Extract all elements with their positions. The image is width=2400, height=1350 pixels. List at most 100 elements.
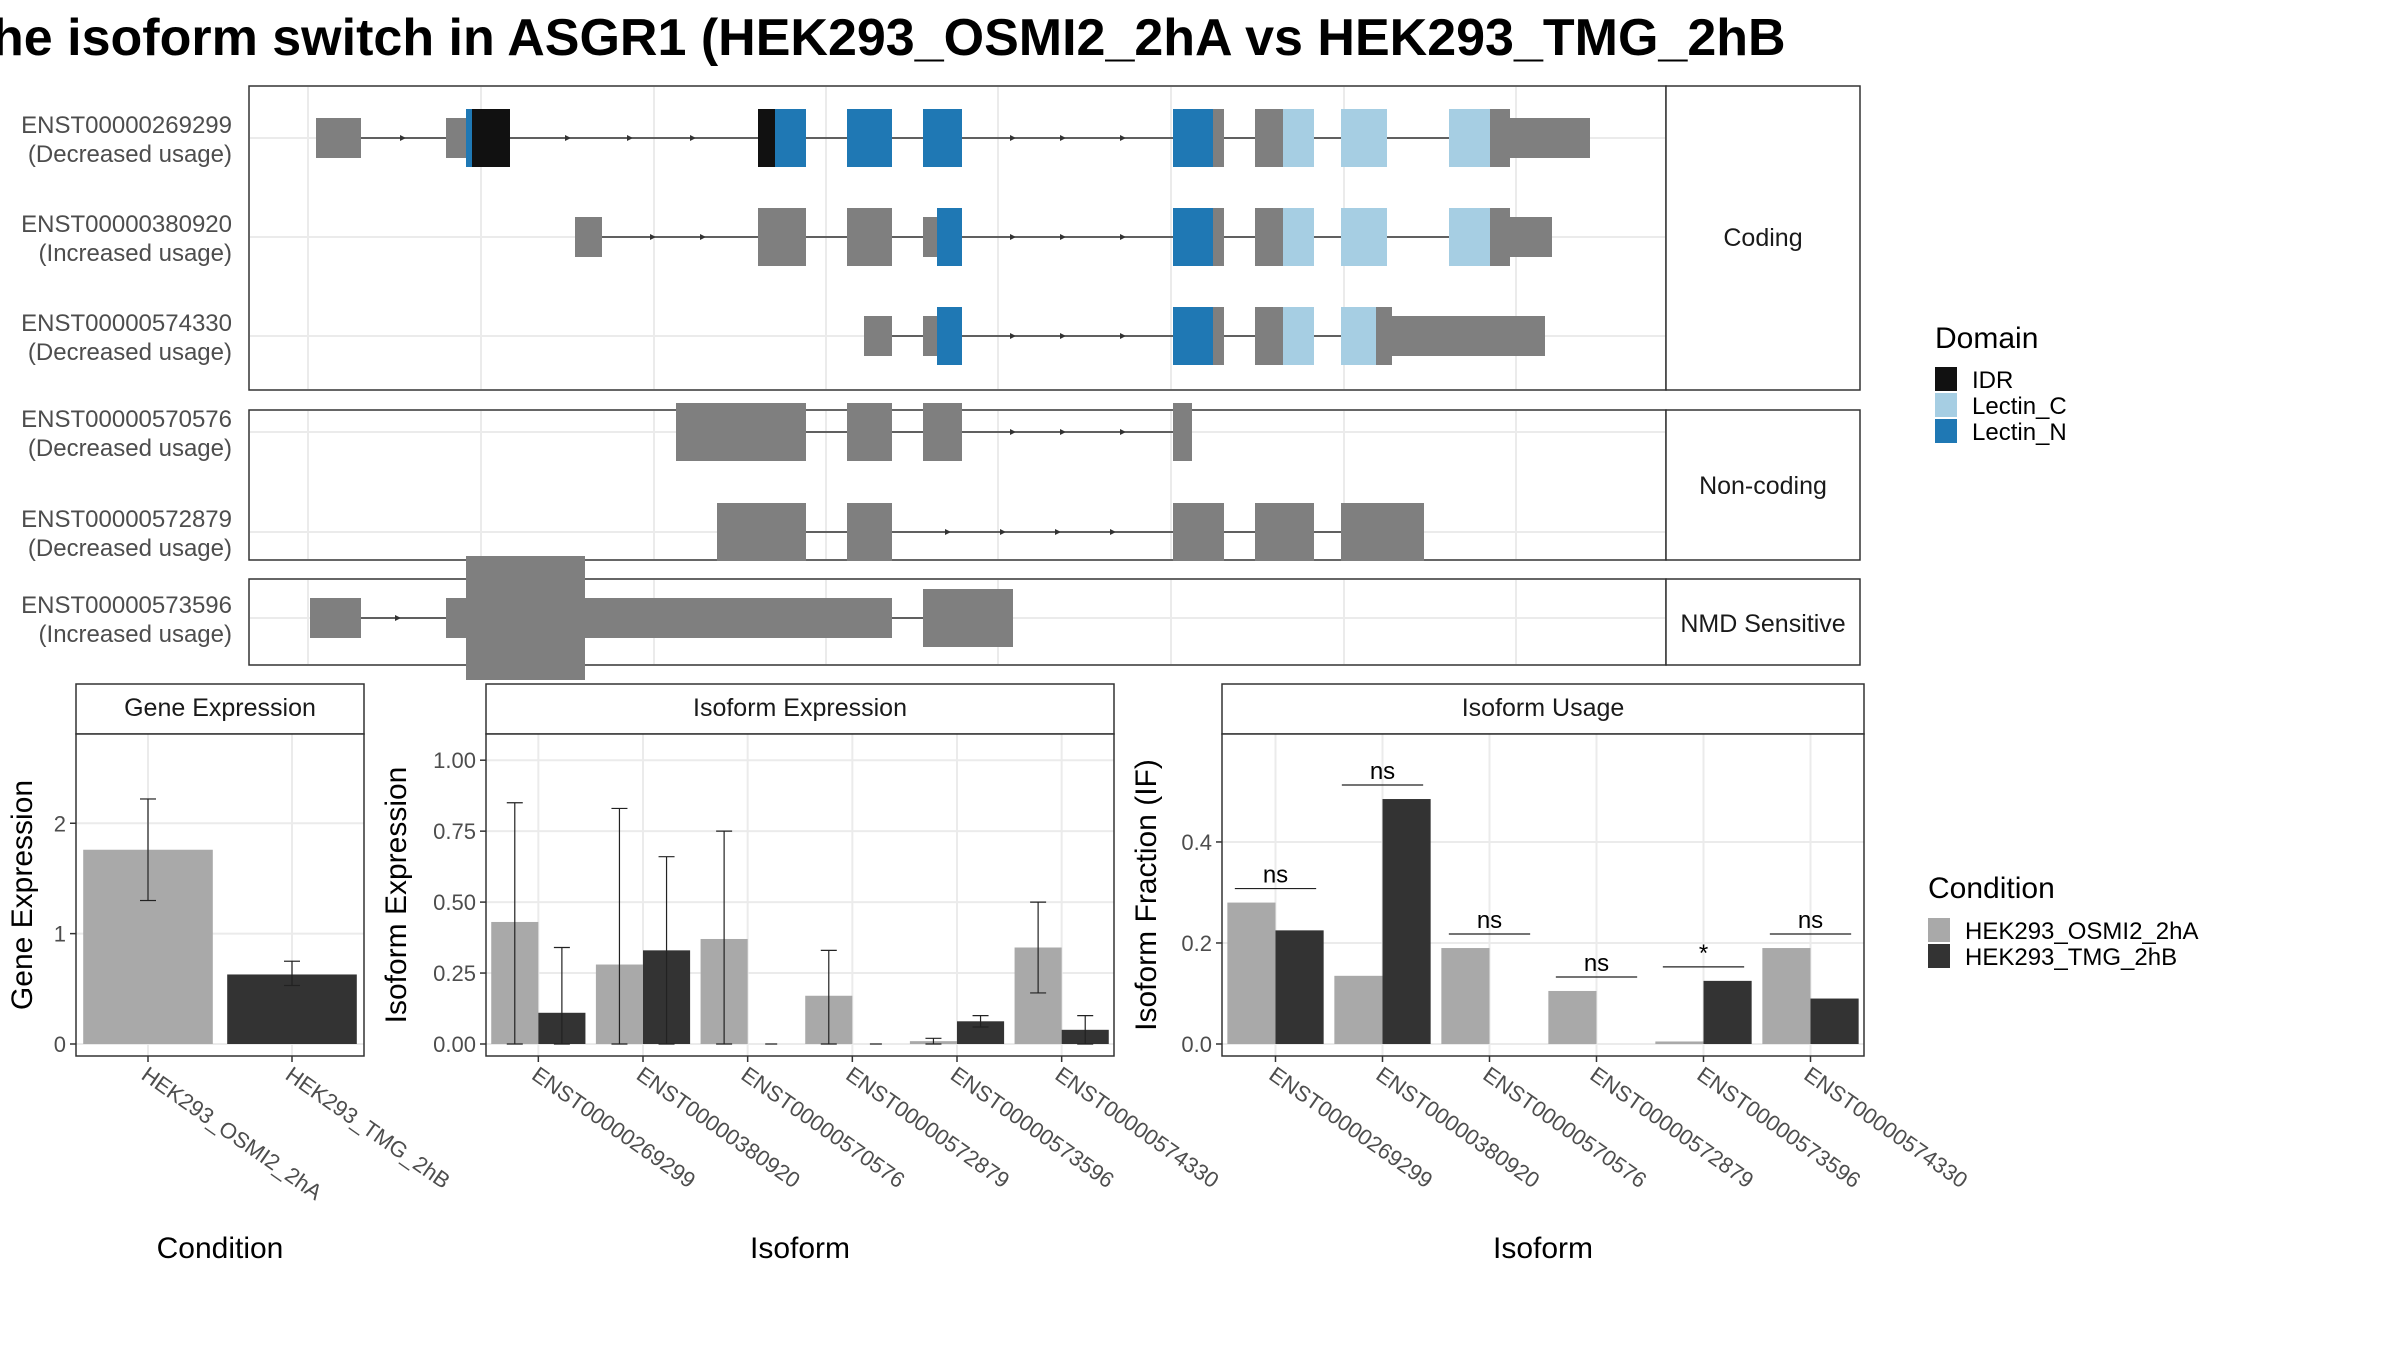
exon-block [923,589,1013,647]
y-axis-title: Gene Expression [6,780,39,1010]
y-tick-label: 0.4 [1181,830,1212,855]
domain-lectin-n [923,109,962,167]
domain-lectin-n [775,109,806,167]
direction-arrow [1110,529,1116,535]
direction-arrow [690,135,696,141]
bar-ENST00000380920 [1382,799,1431,1044]
exon-block [1490,109,1510,167]
exon-block [1255,208,1283,266]
legend-swatch-cond-a [1928,918,1950,942]
exon-block [466,556,585,680]
y-tick-label: 0.00 [433,1032,476,1057]
nmd-strip [1665,578,1861,666]
exon-block [1392,316,1545,356]
panel-title: Gene Expression [124,694,316,722]
direction-arrow [1010,429,1016,435]
domain-lectin-c [1449,109,1490,167]
domain-idr [472,109,480,167]
bar-ENST00000269299 [1275,930,1324,1044]
exon-block [1490,208,1510,266]
significance-label: ns [1798,907,1823,934]
y-tick-label: 0.0 [1181,1032,1212,1057]
bar-ENST00000570576 [1441,948,1490,1044]
direction-arrow [945,529,951,535]
panel-strip [1221,683,1865,735]
significance-label: * [1699,940,1708,967]
transcript-ENST00000572879 [250,503,1665,561]
exon-block [864,316,892,356]
domain-lectin-n [937,307,962,365]
bar-ENST00000380920 [1334,975,1383,1044]
exon-block [1510,217,1552,257]
transcript-usage-label: (Increased usage) [39,621,232,648]
exon-block [446,118,466,158]
panel-title: Isoform Expression [693,694,907,722]
direction-arrow [1120,135,1126,141]
exon-block [758,208,806,266]
domain-lectin-c [1283,208,1314,266]
transcript-usage-label: (Decreased usage) [28,535,232,562]
domain-lectin-n [937,208,962,266]
domain-lectin-n [1173,109,1213,167]
direction-arrow [1060,234,1066,240]
domain-lectin-n [1173,307,1213,365]
exon-block [923,217,937,257]
domain-lectin-c [1341,208,1387,266]
transcript-structure-plot: Coding Non-coding NMD Sensitive ENST0000… [21,85,1861,680]
domain-legend-title: Domain [1935,322,2038,355]
exon-block [717,503,806,561]
direction-arrow [1120,429,1126,435]
domain-idr [480,109,510,167]
transcript-usage-label: (Decreased usage) [28,141,232,168]
exon-block [923,403,962,461]
bar-ENST00000574330 [1810,998,1859,1044]
direction-arrow [627,135,633,141]
exon-block [676,403,806,461]
transcript-usage-label: (Increased usage) [39,240,232,267]
transcript-id-label: ENST00000269299 [21,112,232,139]
legend-swatch-idr [1935,367,1957,391]
direction-arrow [1000,529,1006,535]
transcript-id-label: ENST00000573596 [21,592,232,619]
transcript-ENST00000380920 [250,208,1665,266]
exon-block [310,598,361,638]
bar-ENST00000573596 [957,1021,1005,1044]
direction-arrow [1010,135,1016,141]
direction-arrow [395,615,401,621]
exon-block [1255,307,1283,365]
exon-block [1376,307,1392,365]
legend-swatch-lectin-c [1935,393,1957,417]
exon-block [847,208,892,266]
domain-lectin-n [466,109,472,167]
y-tick-label: 0.75 [433,819,476,844]
facet-label-noncoding: Non-coding [1699,472,1827,500]
transcript-ENST00000269299 [250,109,1665,167]
legend-label-idr: IDR [1972,367,2013,394]
legend-label-lectin-n: Lectin_N [1972,419,2067,446]
y-tick-label: 0.50 [433,890,476,915]
facet-label-coding: Coding [1723,224,1802,252]
transcript-ENST00000573596 [250,556,1665,680]
exon-block [847,503,892,561]
condition-legend-title: Condition [1928,872,2055,905]
significance-label: ns [1370,758,1395,785]
exon-block [1255,109,1283,167]
direction-arrow [650,234,656,240]
significance-label: ns [1477,907,1502,934]
facet-label-nmd: NMD Sensitive [1680,610,1845,638]
transcript-ENST00000574330 [250,307,1665,365]
figure-title: he isoform switch in ASGR1 (HEK293_OSMI2… [0,9,1786,67]
y-tick-label: 0.2 [1181,931,1212,956]
x-axis-title: Isoform [1493,1232,1593,1265]
direction-arrow [1055,529,1061,535]
exon-block [1255,503,1314,561]
exon-block [923,316,937,356]
y-tick-label: 2 [54,811,66,836]
noncoding-strip [1665,409,1861,561]
domain-lectin-c [1283,109,1314,167]
exon-block [1510,118,1590,158]
domain-lectin-c [1341,307,1376,365]
exon-block [1173,403,1192,461]
exon-block [585,598,892,638]
